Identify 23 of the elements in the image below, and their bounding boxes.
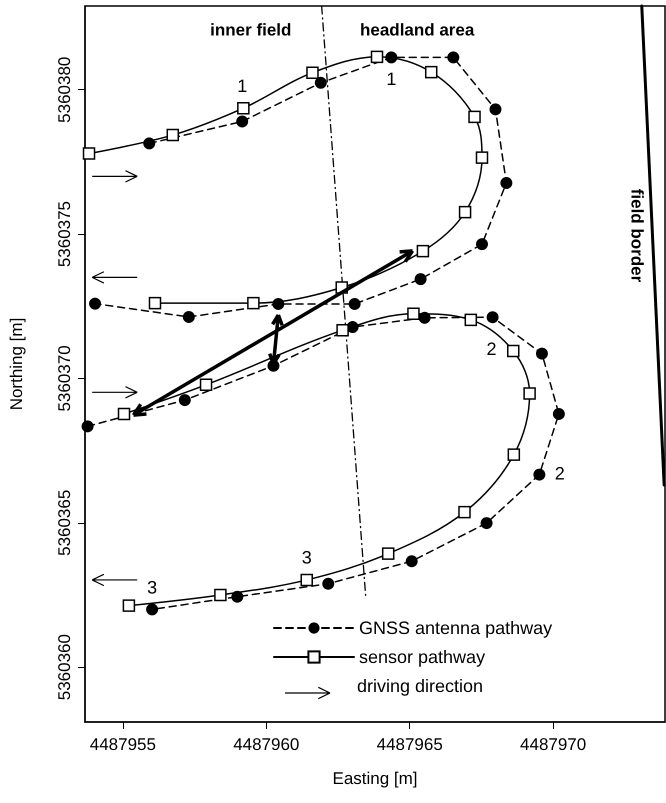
- x-tick-label: 4487965: [376, 735, 443, 754]
- annotation: 2: [486, 338, 496, 359]
- x-tick-label: 4487970: [520, 735, 586, 754]
- annotation: 3: [147, 577, 158, 598]
- annotation: driving direction: [357, 676, 484, 696]
- y-tick-label: 5360365: [55, 490, 74, 556]
- annotation: 1: [237, 76, 248, 96]
- annotation: headland area: [360, 20, 475, 40]
- y-tick-label: 5360370: [55, 345, 74, 412]
- legend-label: GNSS antenna pathway: [359, 618, 552, 638]
- annotation: 3: [302, 548, 312, 568]
- text: field border: [627, 188, 646, 283]
- annotation: 2: [554, 463, 565, 484]
- annotation: 1: [386, 69, 396, 90]
- x-tick-label: 4487955: [90, 735, 156, 754]
- y-tick-label: 5360380: [55, 56, 74, 123]
- y-axis-title: Northing [m]: [7, 318, 26, 410]
- y-tick-label: 5360375: [55, 200, 74, 268]
- x-axis-title: Easting [m]: [332, 769, 418, 788]
- legend-label: sensor pathway: [359, 647, 486, 667]
- annotation: inner field: [210, 20, 292, 40]
- x-tick-label: 4487960: [233, 735, 300, 754]
- y-tick-label: 5360360: [55, 634, 74, 700]
